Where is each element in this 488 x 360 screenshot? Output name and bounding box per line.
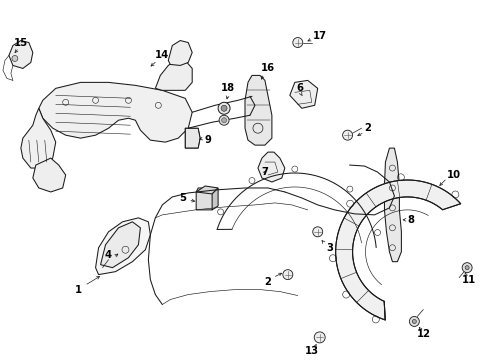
Polygon shape: [196, 188, 214, 210]
Text: 15: 15: [14, 37, 28, 48]
Text: 6: 6: [296, 84, 303, 93]
Text: 4: 4: [105, 250, 112, 260]
Circle shape: [219, 115, 228, 125]
Circle shape: [312, 227, 322, 237]
Text: 10: 10: [446, 170, 460, 180]
Polygon shape: [9, 41, 33, 68]
Text: 2: 2: [364, 123, 370, 133]
Circle shape: [292, 37, 302, 48]
Polygon shape: [155, 60, 192, 90]
Circle shape: [342, 130, 352, 140]
Text: 1: 1: [75, 284, 82, 294]
Circle shape: [411, 319, 415, 323]
Polygon shape: [335, 180, 460, 320]
Text: 18: 18: [221, 84, 235, 93]
Polygon shape: [196, 186, 218, 194]
Polygon shape: [95, 218, 150, 275]
Circle shape: [12, 55, 18, 62]
Text: 3: 3: [325, 243, 332, 253]
Polygon shape: [258, 152, 285, 182]
Circle shape: [221, 105, 226, 111]
Circle shape: [218, 102, 229, 114]
Text: 14: 14: [155, 50, 169, 60]
Polygon shape: [101, 222, 140, 268]
Circle shape: [314, 332, 325, 343]
Polygon shape: [185, 128, 200, 148]
Text: 13: 13: [304, 346, 318, 356]
Circle shape: [464, 266, 468, 270]
Text: 12: 12: [416, 329, 430, 339]
Polygon shape: [39, 82, 192, 142]
Polygon shape: [244, 75, 271, 145]
Text: 7: 7: [261, 167, 268, 177]
Polygon shape: [212, 188, 218, 210]
Polygon shape: [289, 80, 317, 108]
Polygon shape: [168, 41, 192, 66]
Text: 17: 17: [312, 31, 326, 41]
Polygon shape: [384, 148, 401, 262]
Text: 11: 11: [461, 275, 475, 285]
Text: 9: 9: [204, 135, 211, 145]
Text: 5: 5: [179, 193, 185, 203]
Text: 2: 2: [264, 276, 271, 287]
Text: 16: 16: [260, 63, 274, 73]
Circle shape: [461, 263, 471, 273]
Polygon shape: [33, 158, 65, 192]
Circle shape: [282, 270, 292, 280]
Circle shape: [221, 118, 226, 123]
Text: 8: 8: [407, 215, 414, 225]
Polygon shape: [21, 108, 56, 168]
Circle shape: [408, 316, 419, 327]
